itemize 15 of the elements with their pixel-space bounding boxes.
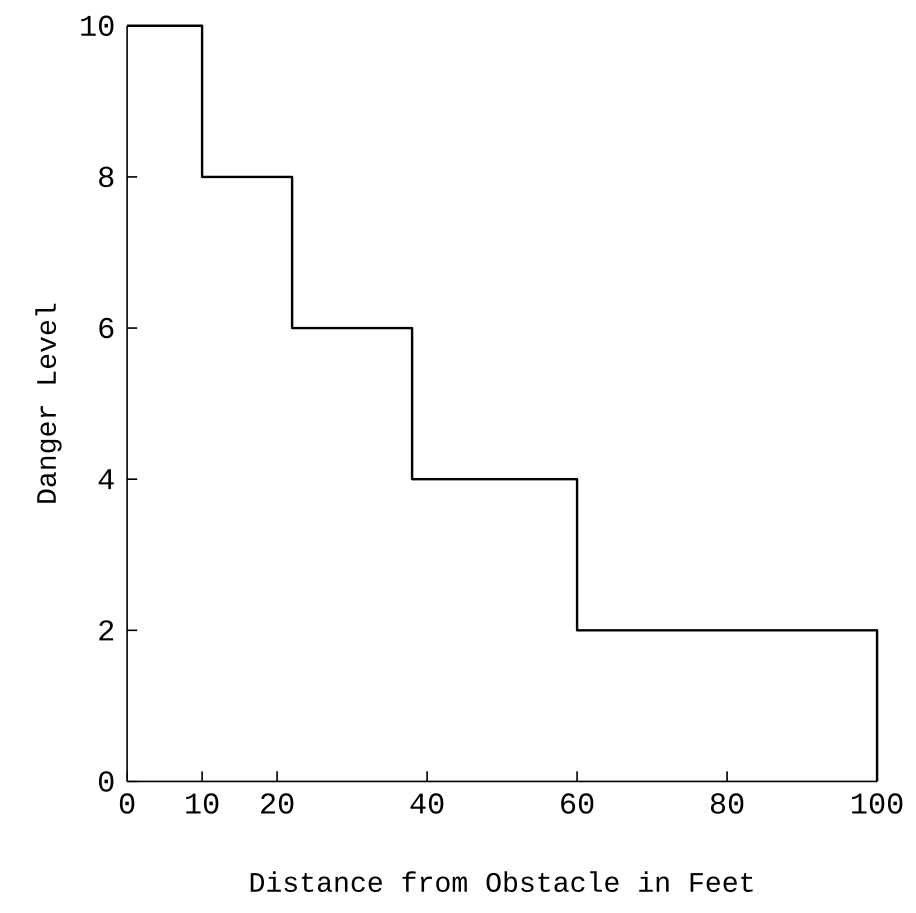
y-axis-title: Danger Level — [35, 304, 62, 503]
y-tick-label: 6 — [99, 318, 114, 338]
x-tick-label: 40 — [410, 793, 444, 814]
x-tick-label: 10 — [186, 793, 218, 814]
x-tick-label: 80 — [710, 793, 744, 814]
y-tick-label: 0 — [99, 771, 114, 792]
y-tick-label: 4 — [98, 469, 114, 490]
x-axis-title: Distance from Obstacle in Feet — [250, 871, 753, 892]
x-tick-label: 0 — [120, 793, 134, 814]
x-tick-label: 60 — [561, 793, 594, 814]
y-tick-label: 2 — [99, 620, 114, 640]
y-tick-label: 10 — [81, 15, 114, 36]
x-tick-label: 20 — [261, 793, 294, 814]
x-tick-label: 100 — [852, 793, 902, 814]
y-tick-label: 8 — [99, 166, 114, 188]
